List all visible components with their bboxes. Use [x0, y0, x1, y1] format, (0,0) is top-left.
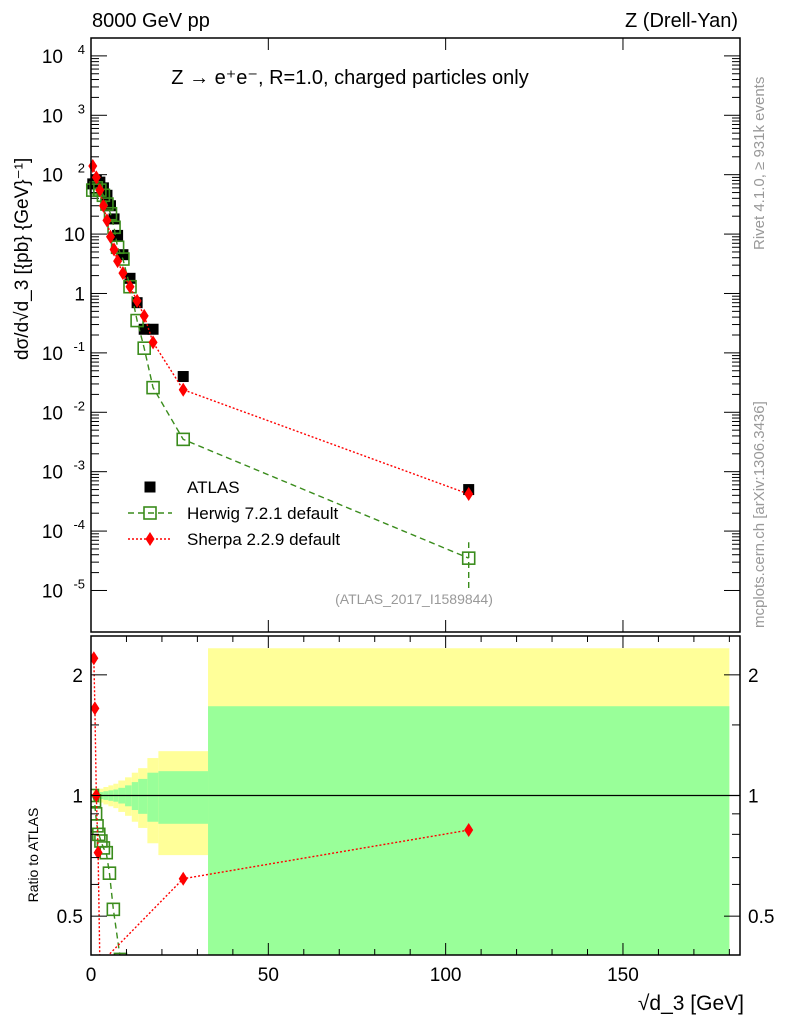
legend-marker — [144, 481, 156, 493]
data-point — [178, 382, 188, 397]
header-right: Z (Drell-Yan) — [625, 10, 738, 32]
data-point — [176, 432, 191, 447]
data-point — [132, 293, 142, 308]
stat-uncertainty-band — [138, 778, 148, 814]
series-line — [92, 187, 469, 559]
data-point — [106, 229, 116, 244]
data-point — [117, 249, 129, 261]
y-tick-label: 10 — [42, 106, 63, 127]
ratio-line — [91, 795, 121, 955]
data-point — [98, 198, 108, 213]
data-point — [148, 335, 158, 350]
data-point — [88, 159, 98, 174]
ratio-point — [464, 823, 474, 838]
data-point — [137, 341, 151, 355]
data-point — [112, 229, 124, 241]
y-tick-label: 10 — [42, 463, 63, 484]
data-point — [124, 272, 136, 284]
ratio-series-herwig — [91, 788, 128, 955]
series-atlas — [87, 174, 475, 496]
series-herwig — [85, 181, 476, 589]
data-point — [113, 254, 123, 269]
stat-uncertainty-band — [147, 772, 159, 822]
y-tick-label-exponent: 3 — [78, 101, 85, 116]
ratio-y-tick-label: 1 — [72, 787, 83, 808]
legend-item: Herwig 7.2.1 default — [128, 504, 338, 523]
x-tick-label: 100 — [430, 965, 462, 986]
ratio-point — [113, 952, 128, 955]
data-point — [108, 213, 120, 225]
series-line — [92, 165, 469, 495]
y-tick-label-exponent: -2 — [73, 398, 85, 413]
data-point — [138, 323, 150, 335]
data-point — [139, 308, 149, 323]
y-tick-label-exponent: -3 — [73, 458, 85, 473]
data-point — [101, 189, 113, 201]
analysis-label: (ATLAS_2017_I1589844) — [335, 591, 493, 607]
legend-item: ATLAS — [144, 478, 240, 497]
y-tick-label-exponent: -1 — [73, 339, 85, 354]
ratio-y-tick-label: 2 — [72, 666, 83, 687]
y-axis-label-ratio: Ratio to ATLAS — [25, 808, 41, 903]
data-point — [118, 266, 128, 281]
rivet-label: Rivet 4.1.0, ≥ 931k events — [751, 77, 768, 250]
y-tick-label-exponent: 4 — [78, 42, 85, 57]
data-point — [105, 200, 117, 212]
data-point — [102, 213, 112, 228]
header-left: 8000 GeV pp — [92, 10, 210, 32]
ratio-point — [178, 871, 188, 886]
data-point — [125, 279, 135, 294]
y-tick-label-exponent: -4 — [73, 517, 85, 532]
data-point — [147, 323, 159, 335]
legend-marker — [143, 506, 157, 520]
y-axis-label-main: dσ/d√d_3 [{pb} {GeV}⁻¹] — [12, 158, 33, 360]
data-point — [146, 380, 160, 395]
data-point — [91, 170, 101, 185]
y-tick-label: 10 — [64, 225, 85, 246]
ratio-point — [91, 651, 99, 666]
y-tick-label: 10 — [42, 403, 63, 424]
mcplots-label: mcplots.cern.ch [arXiv:1306.3436] — [751, 401, 768, 628]
ratio-y-tick-label-right: 0.5 — [748, 907, 774, 928]
main-plot-frame — [90, 37, 741, 633]
x-tick-label: 150 — [607, 965, 639, 986]
legend-item: Sherpa 2.2.9 default — [128, 530, 340, 549]
ratio-plot-frame — [90, 635, 741, 956]
y-tick-label: 1 — [74, 284, 85, 305]
data-point — [461, 551, 476, 565]
y-tick-label: 10 — [42, 522, 63, 543]
y-tick-label: 10 — [42, 581, 63, 602]
data-point — [177, 371, 189, 383]
ratio-y-tick-label: 0.5 — [57, 907, 83, 928]
y-tick-label-exponent: 2 — [78, 161, 85, 176]
y-tick-label: 10 — [42, 344, 63, 365]
x-tick-label: 0 — [86, 965, 97, 986]
x-axis-label: √d_3 [GeV] — [638, 992, 744, 1015]
data-point — [109, 242, 119, 257]
y-tick-label-exponent: -5 — [73, 576, 85, 591]
series-sherpa — [88, 159, 474, 502]
ratio-point — [102, 866, 117, 880]
legend-label: Herwig 7.2.1 default — [187, 504, 338, 523]
ratio-y-tick-label-right: 2 — [748, 666, 759, 687]
data-point — [95, 183, 105, 198]
x-tick-label: 50 — [258, 965, 279, 986]
ratio-y-tick-label-right: 1 — [748, 787, 759, 808]
legend-label: Sherpa 2.2.9 default — [187, 530, 340, 549]
legend-label: ATLAS — [187, 478, 240, 497]
y-tick-label: 10 — [42, 47, 63, 68]
data-point — [464, 487, 474, 502]
ratio-point — [93, 845, 103, 860]
ratio-point — [91, 701, 100, 716]
data-point — [107, 220, 121, 235]
legend-marker — [145, 532, 155, 546]
plot-annotation: Z → e⁺e⁻, R=1.0, charged particles only — [171, 67, 528, 89]
stat-uncertainty-band — [158, 771, 209, 824]
ratio-point — [95, 957, 104, 971]
ratio-point — [106, 902, 121, 917]
y-tick-label: 10 — [42, 166, 63, 187]
data-point — [97, 182, 109, 194]
